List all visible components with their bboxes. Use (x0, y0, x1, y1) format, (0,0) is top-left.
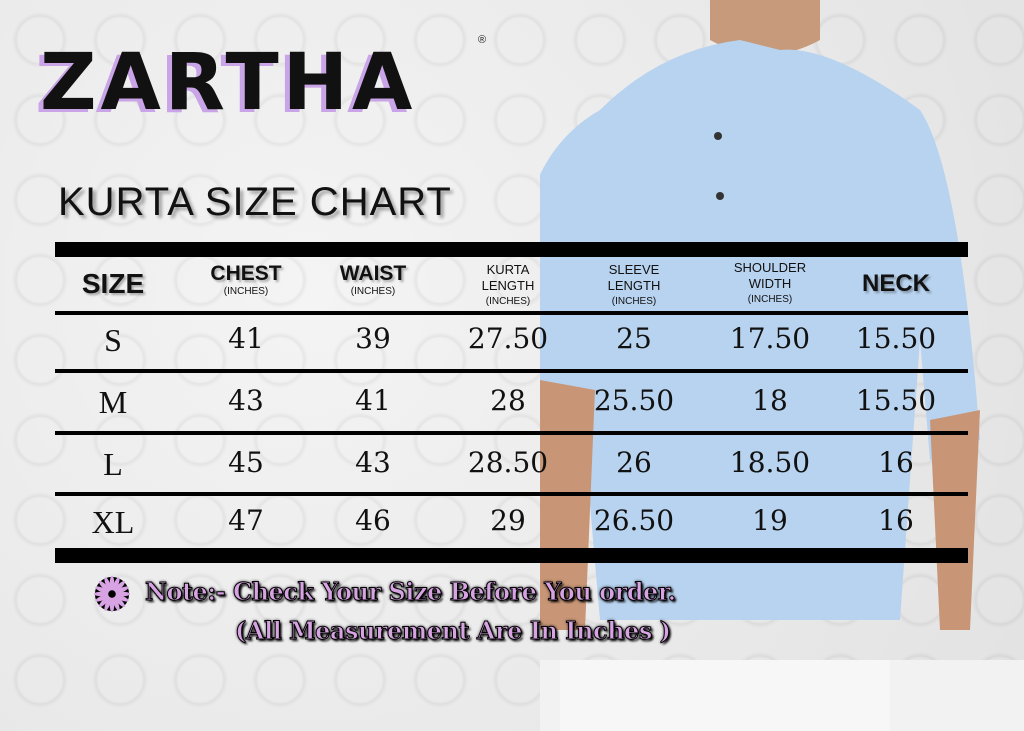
table-cell: 43 (355, 446, 391, 479)
flower-petal (99, 581, 111, 593)
flower-petal (95, 586, 110, 594)
header-unit: (INCHES) (747, 294, 793, 305)
table-cell: 41 (228, 322, 264, 355)
row-divider (55, 369, 968, 373)
table-cell: 43 (228, 384, 264, 417)
header-label-2: WIDTH (748, 276, 792, 291)
header-label: CHEST (210, 262, 282, 285)
header-unit: (INCHES) (350, 286, 396, 297)
header-unit: (INCHES) (611, 296, 657, 307)
table-cell: 25.50 (593, 384, 675, 417)
table-cell: 41 (355, 384, 391, 417)
flower-petal (104, 596, 112, 611)
table-cell: 19 (752, 504, 788, 537)
header-label-2: LENGTH (481, 278, 535, 293)
table-cell: 17.50 (729, 322, 811, 355)
table-top-bar (55, 242, 968, 257)
size-label: XL (91, 504, 135, 540)
header-kurta-length: KURTA LENGTH (INCHES) (482, 262, 535, 310)
header-label-2: LENGTH (607, 278, 661, 293)
header-unit: (INCHES) (223, 286, 269, 297)
table-cell: 18 (752, 384, 788, 417)
table-cell: 18.50 (729, 446, 811, 479)
note-line-1: Note:- Check Your Size Before You order. (145, 577, 677, 607)
table-cell: 26 (616, 446, 652, 479)
table-cell: 46 (355, 504, 391, 537)
table-cell: 15.50 (855, 322, 937, 355)
note-line-2: (All Measurement Are In Inches ) (235, 616, 672, 646)
size-label: L (103, 446, 123, 482)
brand-logo: ZARTHA (40, 38, 417, 128)
registered-mark: ® (478, 34, 487, 46)
header-label: SHOULDER (733, 260, 807, 275)
header-neck: NECK (861, 270, 931, 297)
model-photo (540, 0, 1024, 731)
table-cell: 28.50 (467, 446, 549, 479)
header-sleeve-length: SLEEVE LENGTH (INCHES) (608, 262, 661, 310)
row-divider (55, 311, 968, 315)
flower-icon (93, 575, 131, 613)
flower-petal (112, 596, 120, 611)
size-label: M (98, 384, 128, 420)
table-cell: 15.50 (855, 384, 937, 417)
table-cell: 26.50 (593, 504, 675, 537)
flower-petal (113, 581, 125, 593)
table-cell: 45 (228, 446, 264, 479)
header-chest: CHEST (INCHES) (210, 262, 281, 297)
table-cell: 16 (878, 504, 914, 537)
size-label: S (104, 322, 122, 358)
flower-petal (113, 595, 125, 607)
table-cell: 28 (490, 384, 526, 417)
flower-petal (99, 595, 111, 607)
row-divider (55, 431, 968, 435)
flower-petal (95, 594, 110, 602)
flower-petal (114, 586, 129, 594)
table-cell: 16 (878, 446, 914, 479)
flower-petal (112, 577, 120, 592)
header-waist: WAIST (INCHES) (340, 262, 407, 297)
table-cell: 25 (616, 322, 652, 355)
table-cell: 27.50 (467, 322, 549, 355)
header-shoulder-width: SHOULDER WIDTH (INCHES) (734, 260, 806, 308)
flower-petal (104, 577, 112, 592)
flower-petal (114, 594, 129, 602)
header-label: KURTA (486, 262, 530, 277)
table-cell: 39 (355, 322, 391, 355)
table-bottom-bar (55, 548, 968, 563)
header-label: SLEEVE (608, 262, 660, 277)
header-label: WAIST (339, 262, 407, 285)
table-cell: 47 (228, 504, 264, 537)
page-title: KURTA SIZE CHART (58, 180, 452, 224)
header-unit: (INCHES) (485, 296, 531, 307)
header-size: SIZE (81, 268, 145, 299)
row-divider (55, 492, 968, 496)
table-cell: 29 (490, 504, 526, 537)
